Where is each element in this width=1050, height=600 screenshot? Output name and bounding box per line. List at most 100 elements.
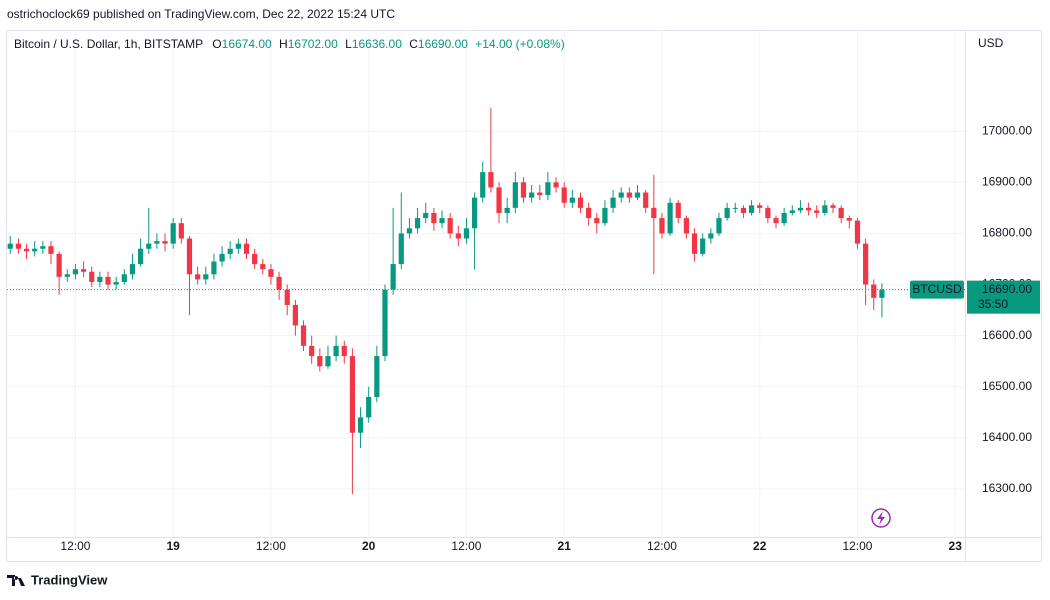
candle-body <box>243 243 250 254</box>
candle-body <box>700 238 706 254</box>
x-tick-label: 23 <box>949 539 963 553</box>
candle-body <box>455 233 461 239</box>
candle-body <box>227 248 233 254</box>
candle-body <box>586 207 592 219</box>
candle-body <box>276 276 282 290</box>
price-tag <box>967 280 1040 314</box>
candle-body <box>317 356 323 367</box>
candle-body <box>129 264 136 275</box>
price-tag-value: 16690.00 <box>982 282 1032 296</box>
candle-body <box>447 218 453 234</box>
candle-body <box>651 207 657 219</box>
candle-body <box>765 207 771 219</box>
x-tick-label: 22 <box>753 539 767 553</box>
candle-body <box>643 192 649 208</box>
candle-body <box>781 212 787 224</box>
x-tick-label: 12:00 <box>256 539 286 553</box>
legend-close-label: C <box>409 37 418 51</box>
candle-body <box>577 197 584 208</box>
candle-body <box>512 182 518 208</box>
y-tick-label: 16900.00 <box>982 174 1032 188</box>
candle-body <box>349 356 356 433</box>
candle-body <box>757 205 763 208</box>
legend-open-label: O <box>212 37 221 51</box>
grid <box>7 30 965 537</box>
candle-body <box>626 192 632 198</box>
candle-body <box>162 241 168 244</box>
candle-body <box>97 276 103 282</box>
candle-body <box>309 345 315 357</box>
x-tick-label: 12:00 <box>842 539 872 553</box>
candle-body <box>634 192 641 198</box>
candle-body <box>203 274 209 280</box>
y-tick-label: 16600.00 <box>982 328 1032 342</box>
candle-body <box>382 289 388 357</box>
candle-body <box>211 261 217 275</box>
legend-change: +14.00 (+0.08%) <box>475 37 564 51</box>
candle-body <box>7 243 13 249</box>
candle-body <box>863 243 869 285</box>
y-tick-label: 16300.00 <box>982 481 1032 495</box>
candle-body <box>797 207 804 211</box>
candle-body <box>830 205 836 208</box>
candle-body <box>854 220 861 244</box>
chart-frame <box>6 30 1042 562</box>
legend-title: Bitcoin / U.S. Dollar, 1h, BITSTAMP <box>14 37 203 51</box>
alert-circle <box>871 508 891 528</box>
candle-body <box>341 345 347 357</box>
legend-low-label: L <box>345 37 352 51</box>
candle-body <box>406 228 413 234</box>
x-tick-label: 20 <box>362 539 376 553</box>
legend-low: 16636.00 <box>352 37 402 51</box>
candle-body <box>423 212 429 219</box>
candle-body <box>366 396 372 418</box>
candle-body <box>113 281 119 285</box>
candle-body <box>300 325 307 346</box>
candle-body <box>186 238 193 275</box>
candle-body <box>610 197 616 208</box>
candle-body <box>602 207 608 224</box>
candle-body <box>520 182 527 198</box>
candle-body <box>325 356 331 367</box>
candle-body <box>561 187 567 203</box>
legend-high: 16702.00 <box>288 37 338 51</box>
candle-body <box>292 304 298 326</box>
candle-body <box>284 289 290 305</box>
candle-body <box>56 253 62 277</box>
x-tick-label: 21 <box>558 539 572 553</box>
candle-body <box>80 269 87 272</box>
logo-mark <box>7 575 25 586</box>
candle-body <box>64 274 70 277</box>
candle-body <box>146 243 152 249</box>
candle-body <box>89 271 95 282</box>
candle-body <box>805 207 812 211</box>
candle-body <box>219 253 225 262</box>
candle-body <box>23 248 30 252</box>
candle-body <box>675 202 681 219</box>
candle-body <box>333 345 339 357</box>
candle-body <box>724 207 730 219</box>
candle-body <box>789 210 795 213</box>
candle-body <box>357 417 364 433</box>
y-tick-label: 16400.00 <box>982 430 1032 444</box>
candle-body <box>260 264 266 270</box>
candle-body <box>691 233 698 254</box>
candle-body <box>871 284 877 298</box>
candle-body <box>773 218 779 224</box>
candle-body <box>105 276 111 285</box>
candle-body <box>121 274 127 282</box>
candle-body <box>529 192 535 198</box>
candle-body <box>879 289 885 298</box>
candle-body <box>154 241 160 244</box>
candle-body <box>72 269 79 275</box>
y-axis-label: USD <box>978 36 1004 50</box>
candle-body <box>838 207 844 219</box>
x-tick-label: 12:00 <box>647 539 677 553</box>
candle-body <box>822 205 828 213</box>
candle-body <box>814 210 820 213</box>
publisher-line: ostrichoclock69 published on TradingView… <box>7 7 395 21</box>
legend: Bitcoin / U.S. Dollar, 1h, BITSTAMP O 166… <box>14 37 565 51</box>
candle-body <box>40 246 46 249</box>
x-tick-label: 12:00 <box>60 539 90 553</box>
